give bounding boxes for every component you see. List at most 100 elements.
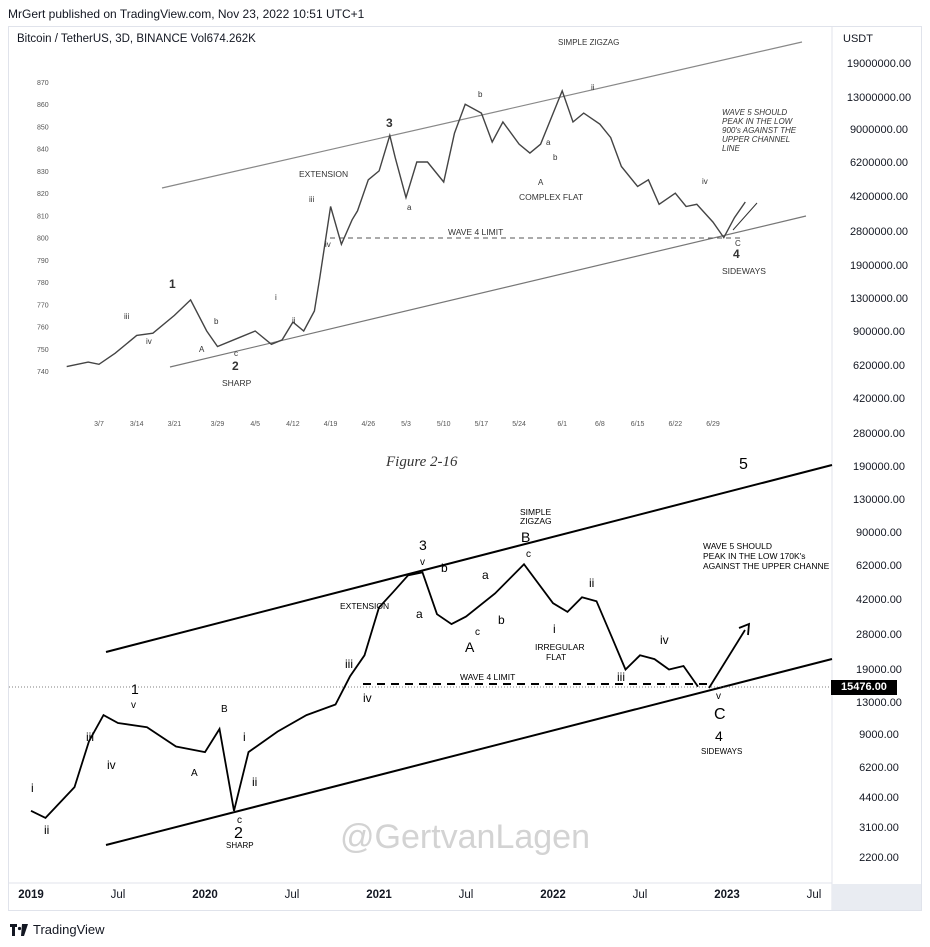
y-axis-label: 420000.00 [853, 393, 905, 405]
upper-channel-line[interactable] [105, 464, 833, 653]
x-axis-label: 2019 [18, 889, 44, 901]
old-wave-ii: ii [292, 316, 296, 325]
tradingview-logo-icon [10, 923, 28, 936]
old-note-complex-flat: COMPLEX FLAT [519, 192, 583, 202]
old-wave-2: 2 [232, 359, 239, 373]
old-wave-ii: ii [591, 83, 595, 92]
wave-5: 5 [739, 456, 748, 473]
y-axis-label: 620000.00 [853, 360, 905, 372]
y-axis-label: 28000.00 [856, 629, 902, 641]
wave-i-2: i [243, 730, 246, 744]
old-wave-iv: iv [146, 337, 152, 346]
old-note-sharp: SHARP [222, 378, 252, 388]
wave-B-small: B [221, 704, 228, 715]
old-wave-iv-b: iv [325, 240, 331, 249]
old-y-tick-5: 820 [37, 191, 49, 198]
wave-iv-2: iv [363, 691, 372, 705]
x-axis-label: 2021 [366, 889, 392, 901]
note-flat: FLAT [546, 652, 566, 662]
y-axis-label: 19000.00 [856, 664, 902, 676]
y-axis-label: 3100.00 [859, 822, 899, 834]
wave-c: c [475, 627, 480, 638]
wave-iii: iii [86, 730, 94, 744]
note-wave5-2: PEAK IN THE LOW 170K's [703, 551, 806, 561]
old-wave-iii: iii [124, 312, 130, 321]
figure-caption: Figure 2-16 [386, 454, 458, 470]
footer-brand[interactable]: TradingView [10, 922, 105, 937]
lower-channel-line[interactable] [105, 658, 833, 846]
wave-ii-2: ii [252, 775, 257, 789]
wave-i-3: i [553, 622, 556, 636]
x-axis-label: Jul [110, 889, 126, 901]
old-note-zigzag: SIMPLE ZIGZAG [558, 38, 619, 47]
old-x-tick-14: 6/15 [631, 421, 645, 428]
y-axis-label: 42000.00 [856, 594, 902, 606]
y-axis-label: 4200000.00 [849, 191, 909, 203]
old-price-line [66, 88, 746, 368]
old-wave-b: b [214, 317, 219, 326]
old-x-tick-11: 5/24 [512, 421, 526, 428]
wave-1: 1 [131, 681, 139, 697]
y-axis-label: 190000.00 [853, 461, 905, 473]
old-x-tick-13: 6/8 [595, 421, 605, 428]
current-price-tag: 15476.00 [831, 680, 897, 695]
old-note-wave4-limit: WAVE 4 LIMIT [448, 227, 503, 237]
old-note-sideways: SIDEWAYS [722, 266, 766, 276]
wave-i: i [31, 781, 34, 795]
wave-A: A [465, 639, 475, 655]
axis-corner [832, 884, 921, 910]
wave-iv: iv [107, 758, 116, 772]
wave-3: 3 [419, 537, 427, 553]
old-projection-arrow [732, 202, 758, 231]
old-y-tick-10: 770 [37, 302, 49, 309]
wave-ii-3: ii [589, 576, 594, 590]
projection-arrow[interactable] [708, 629, 746, 689]
y-axis-label: 9000000.00 [849, 124, 909, 136]
wave-ii: ii [44, 823, 49, 837]
old-y-tick-9: 780 [37, 280, 49, 287]
x-axis-label: 2023 [714, 889, 740, 901]
wave-1-v: v [131, 700, 136, 711]
old-y-tick-6: 810 [37, 213, 49, 220]
old-wave-iii-b: iii [309, 195, 315, 204]
old-wave-A-2: A [538, 178, 544, 187]
old-x-tick-5: 4/12 [286, 421, 300, 428]
note-zigzag: ZIGZAG [520, 516, 552, 526]
wave-b-2: b [498, 613, 505, 627]
y-axis-label: 2800000.00 [849, 226, 909, 238]
projection-arrowhead [738, 622, 751, 636]
note-sideways: SIDEWAYS [701, 747, 742, 756]
old-x-tick-7: 4/26 [361, 421, 375, 428]
y-axis-label: 6200000.00 [849, 157, 909, 169]
symbol-legend[interactable]: Bitcoin / TetherUS, 3D, BINANCE Vol674.2… [17, 33, 256, 45]
y-axis-label: 13000.00 [856, 697, 902, 709]
note-wave5-1: WAVE 5 SHOULD [703, 541, 772, 551]
old-x-tick-16: 6/29 [706, 421, 720, 428]
wave-3-v: v [420, 557, 425, 568]
note-irregular: IRREGULAR [535, 642, 585, 652]
old-wave-1: 1 [169, 277, 176, 291]
old-x-tick-2: 3/21 [168, 421, 182, 428]
old-wave-a-2: a [546, 138, 551, 147]
x-axis-label: Jul [458, 889, 474, 901]
wave-b: b [441, 561, 448, 575]
old-x-tick-6: 4/19 [324, 421, 338, 428]
note-sharp: SHARP [226, 841, 254, 850]
old-y-tick-13: 740 [37, 369, 49, 376]
y-axis-label: 4400.00 [859, 792, 899, 804]
old-note-extension: EXTENSION [299, 169, 348, 179]
wave-2-c: c [237, 815, 242, 826]
old-x-tick-0: 3/7 [94, 421, 104, 428]
old-wave-a: a [407, 203, 412, 212]
x-axis-label: 2020 [192, 889, 218, 901]
chart-frame [8, 26, 922, 911]
old-wave-b-2: b [478, 90, 483, 99]
x-axis-label: 2022 [540, 889, 566, 901]
old-x-tick-9: 5/10 [437, 421, 451, 428]
old-y-tick-12: 750 [37, 347, 49, 354]
x-axis-label: Jul [632, 889, 648, 901]
old-wave-c: c [234, 349, 238, 358]
old-wave-C: C [735, 239, 741, 248]
old-y-tick-4: 830 [37, 169, 49, 176]
note-wave4-limit: WAVE 4 LIMIT [460, 672, 515, 682]
